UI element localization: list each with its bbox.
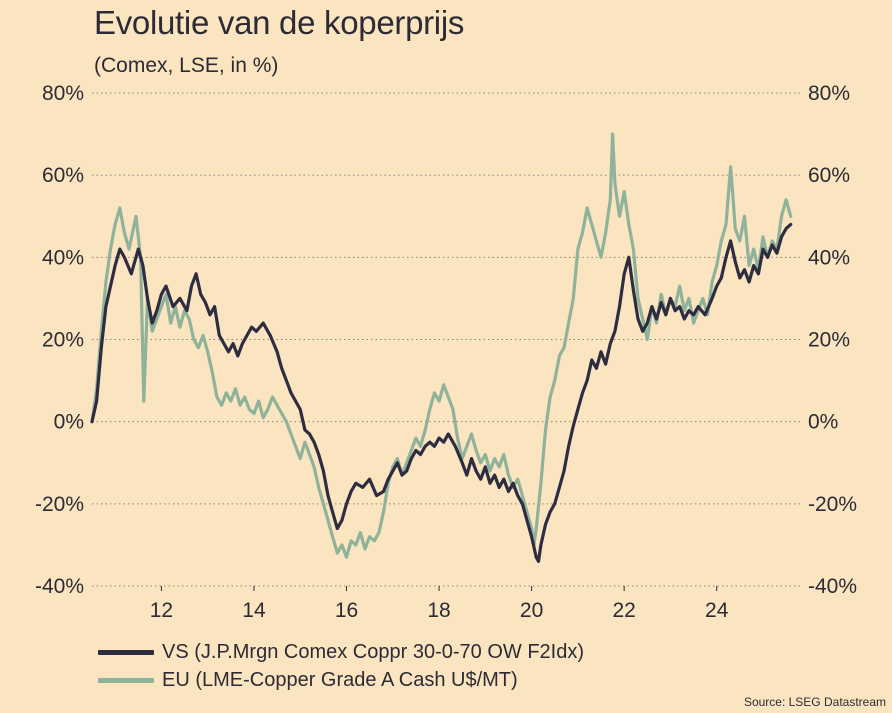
x-tick-label: 16	[335, 599, 358, 622]
y-tick-label-right: 20%	[808, 329, 850, 352]
x-tick-label: 22	[612, 599, 635, 622]
source-note: Source: LSEG Datastream	[743, 695, 886, 709]
y-tick-label-left: 0%	[54, 411, 84, 434]
chart-title: Evolutie van de koperprijs	[94, 4, 465, 41]
legend-swatch-eu	[98, 677, 154, 683]
chart-legend: VS (J.P.Mrgn Comex Coppr 30-0-70 OW F2Id…	[98, 638, 584, 694]
legend-item-vs: VS (J.P.Mrgn Comex Coppr 30-0-70 OW F2Id…	[98, 638, 584, 666]
y-tick-label-right: -40%	[808, 575, 857, 598]
series-line-eu	[90, 132, 793, 559]
series-line-vs	[90, 222, 793, 563]
y-tick-label-left: -20%	[35, 493, 84, 516]
chart-subtitle: (Comex, LSE, in %)	[94, 54, 279, 77]
y-tick-label-left: 40%	[42, 246, 84, 269]
x-tick-label: 24	[705, 599, 729, 622]
x-tick-label: 12	[150, 599, 173, 622]
y-tick-label-right: 60%	[808, 164, 850, 187]
x-tick-label: 20	[520, 599, 543, 622]
y-tick-label-right: 0%	[808, 411, 838, 434]
y-tick-label-left: -40%	[35, 575, 84, 598]
x-tick-label: 18	[427, 599, 450, 622]
y-tick-label-left: 80%	[42, 82, 84, 105]
x-tick-label: 14	[242, 599, 266, 622]
y-tick-label-right: 40%	[808, 246, 850, 269]
y-tick-label-left: 20%	[42, 329, 84, 352]
y-tick-label-left: 60%	[42, 164, 84, 187]
legend-label-vs: VS (J.P.Mrgn Comex Coppr 30-0-70 OW F2Id…	[162, 640, 584, 663]
legend-swatch-vs	[98, 649, 154, 655]
legend-label-eu: EU (LME-Copper Grade A Cash U$/MT)	[162, 668, 518, 691]
legend-item-eu: EU (LME-Copper Grade A Cash U$/MT)	[98, 666, 584, 694]
y-tick-label-right: -20%	[808, 493, 857, 516]
y-tick-label-right: 80%	[808, 82, 850, 105]
